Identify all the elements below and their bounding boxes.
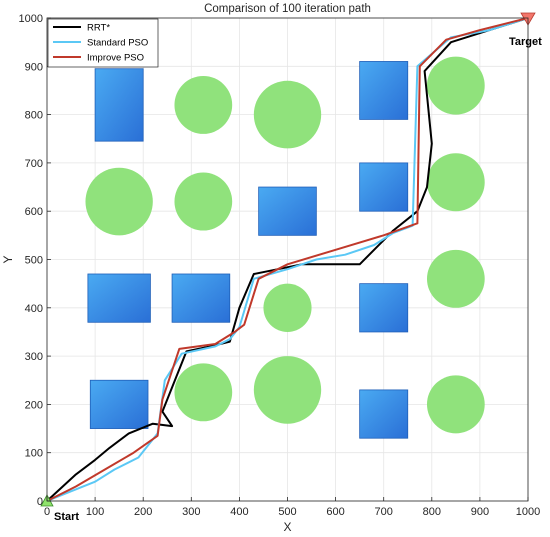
chart-title: Comparison of 100 iteration path <box>204 3 371 15</box>
rectangle-obstacle <box>87 273 151 323</box>
y-axis-label: Y <box>1 255 15 263</box>
y-tick-label: 400 <box>25 303 43 315</box>
rectangle-obstacle <box>171 273 231 323</box>
series-lines <box>46 17 529 502</box>
rectangle-obstacle <box>258 186 317 236</box>
x-tick-label: 0 <box>44 506 50 518</box>
x-axis-label: X <box>283 520 291 534</box>
legend-label-rrt: RRT* <box>87 23 110 34</box>
circle-obstacle <box>253 80 322 149</box>
rectangle-obstacle <box>359 162 409 212</box>
circle-obstacle <box>426 153 485 212</box>
target-label: Target <box>509 36 542 48</box>
x-tick-label: 400 <box>230 506 248 518</box>
x-tick-label: 800 <box>423 506 441 518</box>
y-tick-label: 200 <box>25 399 43 411</box>
start-label: Start <box>54 511 79 523</box>
ticks: 0 100 200 300 400 500 600 700 800 900 1000 0 100 200 3… <box>19 13 541 518</box>
y-tick-label: 800 <box>25 110 43 122</box>
circle-obstacle <box>174 172 233 231</box>
obstacles <box>85 56 485 439</box>
circle-obstacle <box>426 375 485 434</box>
legend-label-standard-pso: Standard PSO <box>87 38 148 49</box>
x-tick-label: 1000 <box>516 506 540 518</box>
rectangle-obstacle <box>94 68 144 142</box>
legend-label-improve-pso: Improve PSO <box>87 53 144 64</box>
series-line-rrt <box>46 17 529 502</box>
x-tick-label: 500 <box>278 506 296 518</box>
y-tick-label: 500 <box>25 255 43 267</box>
rectangle-obstacle <box>89 379 149 429</box>
circle-obstacle <box>174 363 233 422</box>
circle-obstacle <box>426 249 485 308</box>
x-tick-label: 100 <box>86 506 104 518</box>
legend: RRT* Standard PSO Improve PSO <box>47 18 159 68</box>
circle-obstacle <box>253 356 322 424</box>
x-tick-label: 300 <box>182 506 200 518</box>
y-tick-label: 300 <box>25 351 43 363</box>
rectangle-obstacle <box>359 389 409 439</box>
y-tick-label: 1000 <box>19 13 43 25</box>
rectangle-obstacle <box>359 283 409 333</box>
x-tick-label: 200 <box>134 506 152 518</box>
y-tick-label: 900 <box>25 61 43 73</box>
circle-obstacle <box>426 56 485 115</box>
circle-obstacle <box>263 283 312 332</box>
y-tick-label: 100 <box>25 448 43 460</box>
series-line-improve-pso <box>46 17 529 502</box>
x-tick-label: 700 <box>375 506 393 518</box>
y-tick-label: 700 <box>25 158 43 170</box>
circle-obstacle <box>85 167 153 236</box>
y-tick-label: 600 <box>25 206 43 218</box>
y-tick-label: 0 <box>37 496 43 508</box>
circle-obstacle <box>174 75 233 134</box>
x-tick-label: 600 <box>326 506 344 518</box>
rectangle-obstacle <box>359 61 409 120</box>
x-tick-label: 900 <box>471 506 489 518</box>
series-line-standard-pso <box>46 17 529 502</box>
